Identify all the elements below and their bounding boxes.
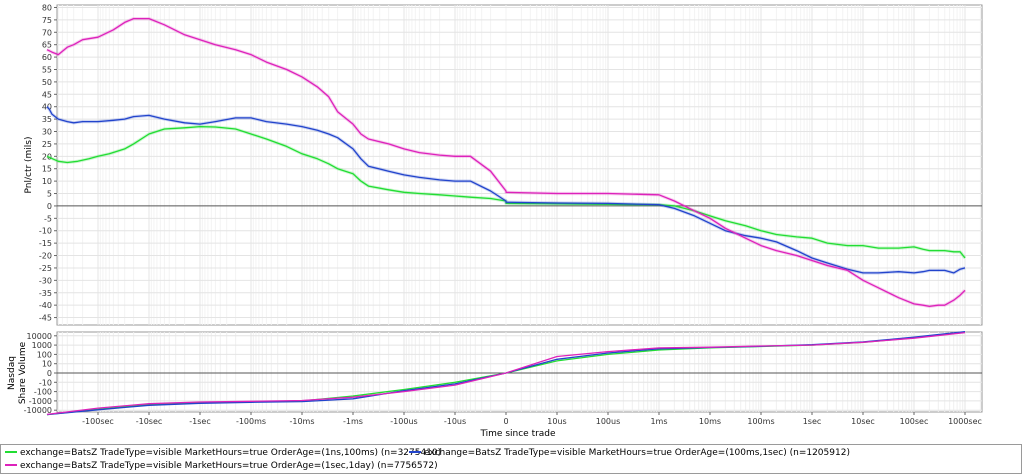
volume-y-tick-label: 100 — [37, 350, 52, 359]
volume-y-tick-label: -1000 — [29, 397, 52, 406]
pnl-y-tick-label: -25 — [39, 264, 52, 273]
pnl-y-tick-label: -30 — [39, 276, 52, 285]
pnl-series-line-3 — [46, 17, 966, 308]
pnl-y-tick-label: 80 — [42, 3, 52, 12]
x-tick-label: 1ms — [650, 417, 667, 426]
x-tick-label: 1000sec — [948, 417, 982, 426]
pnl-y-tick-label: 50 — [42, 78, 52, 87]
x-tick-label: -100sec — [82, 417, 114, 426]
volume-y-tick-label: 10000 — [27, 332, 52, 341]
pnl-series-line-1 — [46, 125, 966, 259]
x-tick-label: -100us — [390, 417, 417, 426]
x-tick-label: 0 — [503, 417, 508, 426]
bottom-y-axis-title-line2: Share Volume — [18, 341, 28, 404]
legend-item-2: exchange=BatsZ TradeType=visible MarketH… — [409, 447, 850, 460]
volume-y-tick-label: -100 — [34, 388, 52, 397]
pnl-series-line-2 — [46, 106, 966, 274]
x-tick-label: -100ms — [236, 417, 266, 426]
pnl-plot-area — [56, 4, 983, 326]
legend-swatch-blue — [409, 450, 421, 453]
top-y-axis-title: Pnl/ctr (mils) — [24, 136, 34, 193]
volume-y-tick-label: 1000 — [32, 341, 52, 350]
pnl-y-tick-label: -10 — [39, 227, 52, 236]
legend-swatch-magenta — [5, 463, 17, 466]
pnl-y-tick-label: 45 — [42, 90, 52, 99]
x-tick-label: 10ms — [699, 417, 721, 426]
volume-y-tick-label: -10000 — [24, 406, 52, 415]
pnl-y-tick-label: 5 — [47, 190, 52, 199]
x-tick-label: 100ms — [747, 417, 774, 426]
pnl-y-tick-label: 30 — [42, 128, 52, 137]
pnl-y-tick-label: -5 — [44, 214, 52, 223]
legend-item-1: exchange=BatsZ TradeType=visible MarketH… — [5, 447, 441, 460]
volume-y-tick-label: -10 — [39, 378, 52, 387]
x-tick-label: 100sec — [900, 417, 929, 426]
pnl-y-tick-label: -20 — [39, 252, 52, 261]
legend-item-3: exchange=BatsZ TradeType=visible MarketH… — [5, 460, 438, 473]
legend-label-3: exchange=BatsZ TradeType=visible MarketH… — [20, 461, 438, 471]
pnl-y-tick-label: 35 — [42, 115, 52, 124]
x-tick-label: -1sec — [189, 417, 210, 426]
x-tick-label: -10sec — [136, 417, 163, 426]
pnl-y-tick-label: -35 — [39, 289, 52, 298]
volume-y-tick-label: 0 — [47, 369, 52, 378]
pnl-y-tick-label: -45 — [39, 314, 52, 323]
bottom-y-axis-title-line1: Nasdaq — [7, 356, 17, 390]
volume-panel: -100sec -10sec -1sec -100ms -10ms -1ms -100us -… — [24, 330, 983, 426]
pnl-y-tick-label: 55 — [42, 65, 52, 74]
chart-canvas: 80757065605550454035302520151050-5-10-15… — [7, 3, 983, 439]
volume-series-line-3 — [46, 331, 966, 416]
pnl-y-tick-label: 0 — [47, 202, 52, 211]
x-axis-title: Time since trade — [479, 429, 556, 439]
x-tick-label: 1sec — [803, 417, 822, 426]
pnl-panel: 80757065605550454035302520151050-5-10-15… — [39, 3, 983, 326]
x-tick-label: 100us — [596, 417, 621, 426]
pnl-y-tick-label: 10 — [42, 177, 52, 186]
chart-legend: exchange=BatsZ TradeType=visible MarketH… — [0, 444, 1022, 474]
x-tick-label: 10sec — [851, 417, 875, 426]
pnl-y-tick-label: 15 — [42, 165, 52, 174]
legend-swatch-green — [5, 450, 17, 453]
pnl-y-tick-label: 75 — [42, 16, 52, 25]
pnl-y-tick-label: 60 — [42, 53, 52, 62]
pnl-y-tick-label: -40 — [39, 301, 52, 310]
volume-y-tick-label: 10 — [42, 360, 52, 369]
x-tick-label: -1ms — [343, 417, 363, 426]
pnl-y-tick-label: 70 — [42, 28, 52, 37]
x-tick-label: -10us — [444, 417, 466, 426]
x-tick-label: -10ms — [289, 417, 314, 426]
pnl-y-tick-label: -15 — [39, 239, 52, 248]
x-tick-label: 10us — [547, 417, 566, 426]
pnl-y-tick-label: 65 — [42, 41, 52, 50]
legend-label-1: exchange=BatsZ TradeType=visible MarketH… — [20, 448, 442, 458]
pnl-y-tick-label: 25 — [42, 140, 52, 149]
legend-label-2: exchange=BatsZ TradeType=visible MarketH… — [424, 448, 850, 458]
